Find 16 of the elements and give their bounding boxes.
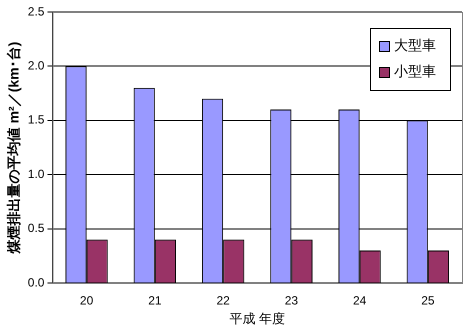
- x-tick-label: 21: [148, 294, 162, 308]
- x-axis-title: 平成 年度: [229, 310, 286, 326]
- y-tick-label: 1.5: [28, 112, 45, 127]
- legend-label: 大型車: [394, 36, 436, 53]
- x-tick-label: 22: [216, 294, 230, 308]
- y-tick-label: 0.5: [28, 221, 45, 236]
- y-tick-label: 0.0: [28, 275, 45, 290]
- y-tick-label: 1.0: [28, 166, 45, 181]
- x-tick-label: 25: [421, 294, 435, 308]
- legend-label: 小型車: [394, 62, 436, 79]
- y-axis-title: 煤煙排出量の平均値 m²／(km･台): [5, 42, 22, 254]
- x-tick-label: 23: [284, 294, 298, 308]
- x-tick-label: 24: [352, 294, 367, 308]
- x-tick-label: 20: [80, 294, 94, 308]
- y-tick-label: 2.5: [28, 4, 45, 18]
- y-tick-label: 2.0: [28, 58, 45, 73]
